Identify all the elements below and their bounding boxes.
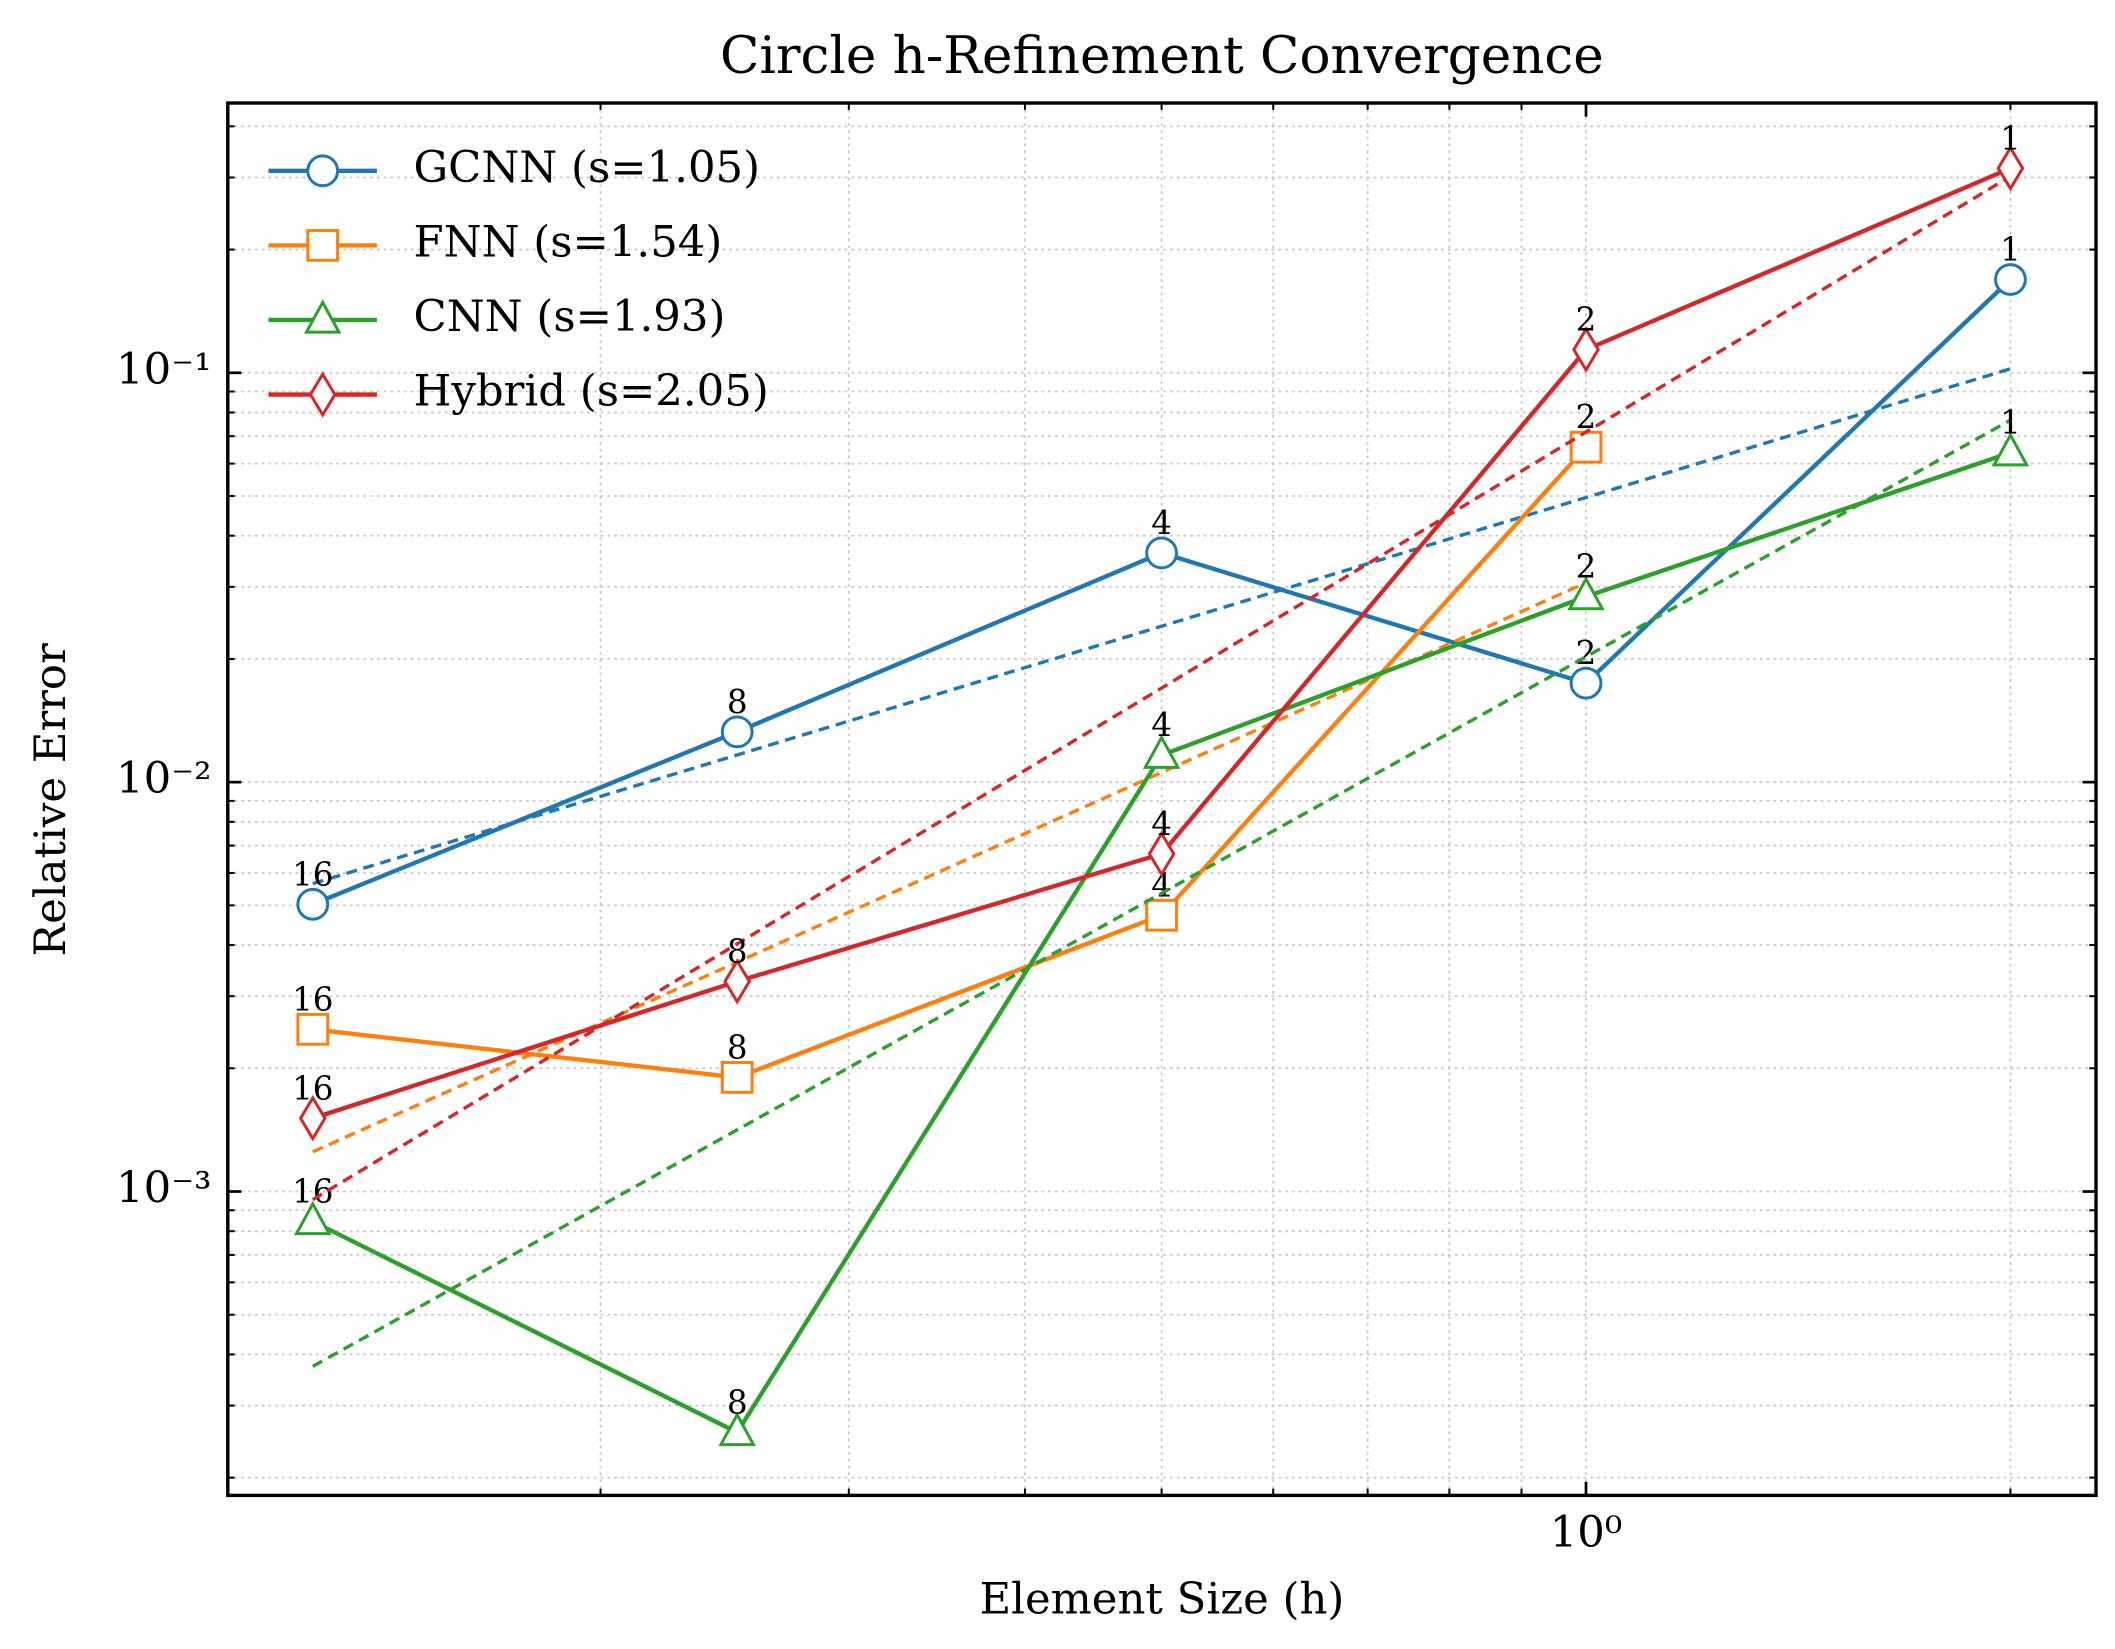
marker [1569, 430, 1603, 464]
marker [296, 887, 330, 921]
fit-line [311, 418, 2012, 1368]
point-label: 4 [1151, 805, 1172, 843]
marker [306, 154, 340, 188]
point-label: 16 [292, 980, 333, 1018]
legend-label: Hybrid (s=2.05) [414, 367, 769, 417]
point-label: 2 [1576, 548, 1597, 586]
marker [1142, 734, 1181, 769]
x-tick-label: 10⁰ [1550, 1508, 1623, 1558]
chart-title: Circle h-Refinement Convergence [720, 26, 1604, 86]
point-label: 2 [1576, 301, 1597, 339]
y-tick-label: 10⁻³ [116, 1164, 211, 1214]
y-axis-label: Relative Error [26, 643, 76, 957]
marker [306, 228, 340, 262]
marker [1991, 431, 2030, 467]
x-axis-label: Element Size (h) [979, 1574, 1344, 1624]
marker [298, 1095, 327, 1142]
marker [296, 1012, 330, 1046]
marker [1572, 326, 1600, 373]
point-label: 16 [292, 1172, 333, 1210]
marker [1145, 898, 1179, 932]
marker [1994, 263, 2027, 296]
marker [1145, 536, 1179, 570]
point-label: 8 [727, 932, 748, 970]
marker [718, 1411, 756, 1447]
point-label: 8 [727, 1383, 748, 1421]
point-label: 2 [1576, 634, 1597, 672]
point-label: 2 [1576, 398, 1597, 436]
point-label: 8 [727, 1028, 748, 1066]
plot-frame [226, 101, 2098, 1498]
point-label: 1 [2000, 231, 2021, 269]
point-label: 4 [1151, 504, 1172, 542]
point-label: 4 [1151, 706, 1172, 744]
marker [308, 371, 337, 418]
legend-label: GCNN (s=1.05) [414, 143, 761, 193]
fit-line [311, 174, 2012, 1202]
marker [723, 958, 752, 1005]
marker [720, 715, 754, 749]
fit-line [312, 581, 1587, 1154]
point-label: 4 [1151, 866, 1172, 904]
point-label: 16 [292, 1069, 333, 1107]
marker [720, 1060, 754, 1094]
point-label: 8 [727, 683, 748, 721]
y-tick-label: 10⁻¹ [116, 345, 211, 395]
point-label: 1 [2000, 119, 2021, 157]
legend-label: CNN (s=1.93) [414, 292, 726, 342]
y-tick-label: 10⁻² [116, 754, 211, 804]
marker [1996, 145, 2025, 192]
marker [1567, 575, 1605, 611]
point-label: 1 [2000, 404, 2021, 442]
marker [1569, 666, 1603, 700]
marker [293, 1200, 332, 1236]
legend-label: FNN (s=1.54) [414, 217, 723, 267]
marker [1147, 830, 1176, 878]
series-line [312, 445, 1588, 1080]
point-label: 16 [292, 855, 333, 893]
marker [303, 299, 342, 334]
fit-line [312, 367, 2011, 886]
